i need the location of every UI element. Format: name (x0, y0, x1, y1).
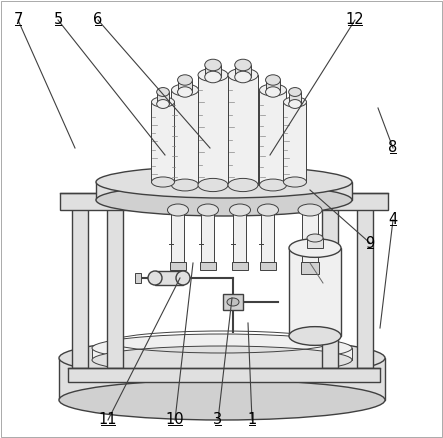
Bar (307, 238, 323, 248)
Bar (155, 271, 183, 285)
Ellipse shape (227, 298, 239, 306)
Bar (261, 210, 275, 262)
Ellipse shape (289, 99, 301, 109)
Ellipse shape (157, 88, 169, 96)
Ellipse shape (171, 84, 198, 96)
Ellipse shape (92, 346, 352, 374)
Bar (289, 92, 301, 104)
Bar (96, 182, 352, 200)
Text: 7: 7 (13, 13, 23, 28)
Ellipse shape (260, 84, 287, 96)
Text: 12: 12 (346, 13, 364, 28)
Bar (232, 262, 248, 270)
Text: 1: 1 (247, 413, 256, 427)
Bar (289, 248, 341, 336)
Bar (68, 368, 380, 382)
Bar (284, 102, 307, 182)
Text: 5: 5 (53, 13, 62, 28)
Ellipse shape (198, 68, 228, 81)
Ellipse shape (92, 334, 352, 362)
Text: 10: 10 (166, 413, 184, 427)
Bar (135, 273, 141, 283)
Ellipse shape (235, 59, 251, 71)
Ellipse shape (171, 179, 198, 191)
Ellipse shape (229, 204, 250, 216)
Bar (301, 262, 319, 274)
Bar (59, 358, 385, 400)
Bar (72, 200, 88, 368)
Ellipse shape (298, 204, 322, 216)
Bar (92, 348, 352, 360)
Bar (170, 262, 186, 270)
Ellipse shape (96, 184, 352, 216)
Ellipse shape (152, 177, 175, 187)
Bar (178, 80, 192, 92)
Text: 9: 9 (365, 236, 375, 251)
Text: 4: 4 (389, 212, 398, 227)
Bar (302, 210, 318, 267)
Bar (233, 210, 246, 262)
Bar (265, 80, 280, 92)
Ellipse shape (152, 97, 175, 107)
Ellipse shape (157, 99, 169, 109)
Ellipse shape (307, 234, 323, 242)
Bar (202, 210, 214, 262)
Text: 8: 8 (389, 141, 398, 155)
Bar (200, 262, 216, 270)
Text: 11: 11 (99, 413, 117, 427)
Ellipse shape (289, 239, 341, 258)
Bar (60, 193, 388, 210)
Bar (357, 200, 373, 368)
Bar (260, 90, 287, 185)
Ellipse shape (59, 338, 385, 378)
Ellipse shape (257, 204, 279, 216)
Ellipse shape (289, 327, 341, 345)
Bar (198, 75, 228, 185)
Ellipse shape (148, 271, 162, 285)
Ellipse shape (198, 204, 218, 216)
Ellipse shape (265, 75, 280, 85)
Ellipse shape (260, 179, 287, 191)
Ellipse shape (205, 59, 221, 71)
Bar (235, 65, 251, 77)
Bar (223, 294, 243, 310)
Ellipse shape (284, 97, 307, 107)
Ellipse shape (284, 177, 307, 187)
Ellipse shape (265, 87, 280, 97)
Ellipse shape (205, 71, 221, 83)
Bar (205, 65, 221, 77)
Bar (260, 262, 276, 270)
Text: 6: 6 (93, 13, 103, 28)
Ellipse shape (289, 88, 301, 96)
Ellipse shape (178, 87, 192, 97)
Ellipse shape (167, 204, 189, 216)
Ellipse shape (96, 166, 352, 198)
Ellipse shape (178, 75, 192, 85)
Ellipse shape (235, 71, 251, 83)
Ellipse shape (198, 178, 228, 191)
Bar (107, 200, 123, 368)
Text: 3: 3 (214, 413, 222, 427)
Bar (171, 90, 198, 185)
Bar (322, 200, 338, 368)
Ellipse shape (228, 178, 258, 191)
Bar (171, 210, 184, 262)
Bar (157, 92, 169, 104)
Ellipse shape (176, 271, 190, 285)
Bar (228, 75, 258, 185)
Ellipse shape (228, 68, 258, 81)
Bar (152, 102, 175, 182)
Ellipse shape (59, 380, 385, 420)
